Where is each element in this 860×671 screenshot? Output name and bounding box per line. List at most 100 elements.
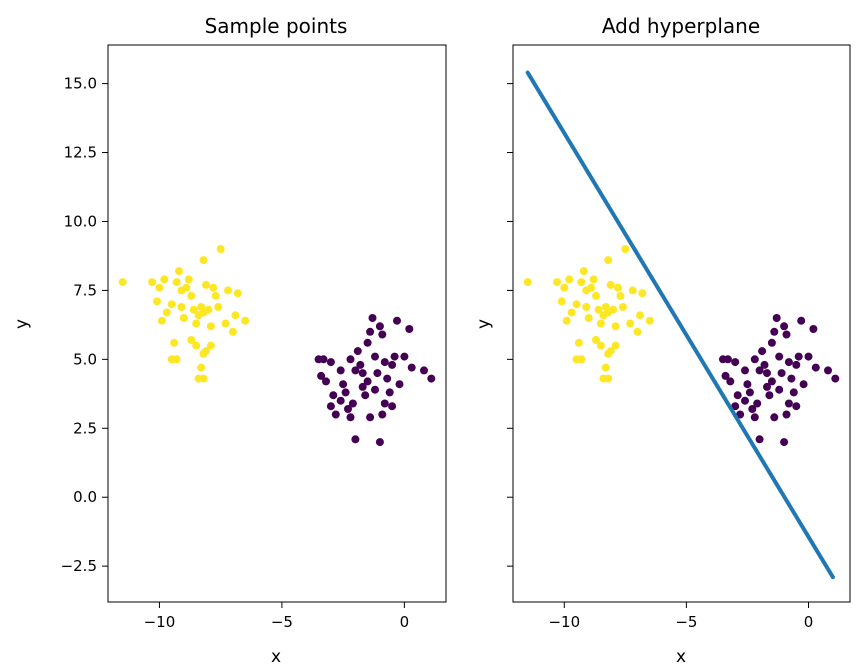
scatter-point	[596, 319, 605, 328]
plot-area	[118, 245, 436, 447]
y-axis-label: y	[12, 319, 32, 329]
scatter-point	[741, 396, 749, 405]
scatter-point	[797, 316, 806, 325]
plot-area	[523, 70, 840, 580]
scatter-point	[187, 336, 196, 344]
x-axis-label: x	[271, 647, 281, 667]
x-tick-label: −5	[271, 613, 293, 631]
scatter-point	[206, 341, 215, 350]
scatter-point	[405, 325, 414, 333]
scatter-point	[777, 369, 786, 378]
scatter-point	[733, 391, 742, 400]
scatter-point	[326, 402, 335, 411]
scatter-point	[565, 275, 574, 284]
scatter-point	[182, 283, 191, 292]
scatter-point	[804, 352, 813, 361]
axis-ticks: −10 −5 0 −2.5 0.0 2.5 5.0 7.5 10.0 12.5 15.0	[61, 44, 447, 631]
scatter-point	[616, 291, 625, 300]
scatter-point	[748, 405, 757, 413]
scatter-point	[366, 413, 375, 422]
axis-ticks: −10 −5 0	[507, 44, 851, 631]
scatter-point	[427, 374, 436, 383]
scatter-point	[155, 283, 164, 292]
scatter-point	[523, 278, 532, 287]
x-tick-label: −10	[548, 613, 580, 631]
scatter-point	[383, 374, 392, 383]
scatter-point	[187, 291, 196, 300]
scatter-point	[750, 355, 759, 364]
scatter-point	[390, 352, 399, 361]
scatter-point	[753, 399, 762, 408]
scatter-point	[567, 308, 576, 317]
scatter-point	[344, 405, 352, 413]
scatter-point	[589, 275, 598, 284]
scatter-point	[614, 283, 622, 292]
scatter-point	[763, 382, 771, 391]
scatter-point	[763, 369, 771, 378]
scatter-point	[780, 438, 789, 447]
scatter-point	[202, 347, 210, 356]
scatter-point	[375, 322, 384, 331]
y-tick-label: 2.5	[73, 419, 97, 437]
scatter-point	[604, 256, 613, 265]
scatter-point	[363, 338, 372, 347]
scatter-point	[346, 413, 355, 422]
scatter-point	[626, 319, 635, 328]
scatter-point	[784, 358, 793, 367]
scatter-point	[587, 283, 596, 292]
scatter-point	[388, 360, 397, 369]
scatter-point	[317, 371, 326, 380]
scatter-point	[562, 316, 571, 325]
scatter-point	[380, 358, 389, 367]
scatter-point	[731, 358, 740, 367]
scatter-point	[148, 278, 157, 287]
scatter-point	[560, 283, 569, 292]
scatter-point	[189, 305, 198, 314]
scatter-point	[177, 303, 186, 311]
scatter-point	[326, 358, 335, 367]
scatter-point	[378, 410, 387, 419]
scatter-panel-add-hyperplane: Add hyperplane −10 −5 0 x y	[474, 14, 851, 667]
axes-frame	[512, 44, 851, 603]
scatter-point	[221, 319, 230, 328]
scatter-point	[604, 374, 613, 383]
scatter-point	[792, 360, 801, 369]
scatter-point	[175, 267, 183, 276]
scatter-point	[216, 245, 225, 253]
y-tick-label: 12.5	[64, 144, 97, 162]
y-axis-label: y	[474, 319, 494, 329]
scatter-point	[618, 303, 627, 311]
scatter-point	[609, 305, 618, 314]
scatter-point	[601, 363, 610, 372]
scatter-point	[339, 380, 348, 389]
scatter-point	[371, 385, 379, 394]
scatter-point	[353, 347, 362, 356]
scatter-point	[638, 289, 647, 298]
scatter-point	[346, 355, 355, 364]
scatter-point	[792, 402, 801, 411]
scatter-point	[179, 314, 188, 322]
panel-title: Sample points	[205, 14, 348, 38]
y-tick-label: 0.0	[73, 488, 97, 506]
scatter-point	[351, 435, 360, 444]
scatter-point	[572, 355, 581, 364]
scatter-point	[375, 438, 384, 447]
scatter-point	[770, 413, 779, 422]
scatter-point	[231, 311, 240, 320]
scatter-point	[329, 391, 338, 400]
scatter-point	[371, 352, 379, 361]
scatter-point	[758, 347, 767, 356]
scatter-point	[772, 314, 781, 322]
scatter-point	[157, 316, 166, 325]
scatter-point	[361, 391, 370, 400]
scatter-point	[775, 385, 784, 394]
scatter-point	[811, 363, 820, 372]
scatter-point	[153, 297, 161, 306]
scatter-point	[356, 360, 365, 369]
scatter-point	[167, 355, 176, 364]
scatter-point	[373, 369, 382, 378]
scatter-point	[736, 410, 745, 419]
scatter-point	[322, 377, 330, 386]
x-axis-label: x	[676, 647, 686, 667]
